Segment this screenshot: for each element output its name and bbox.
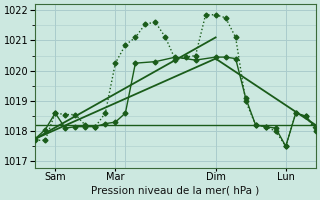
X-axis label: Pression niveau de la mer( hPa ): Pression niveau de la mer( hPa ) — [92, 186, 260, 196]
